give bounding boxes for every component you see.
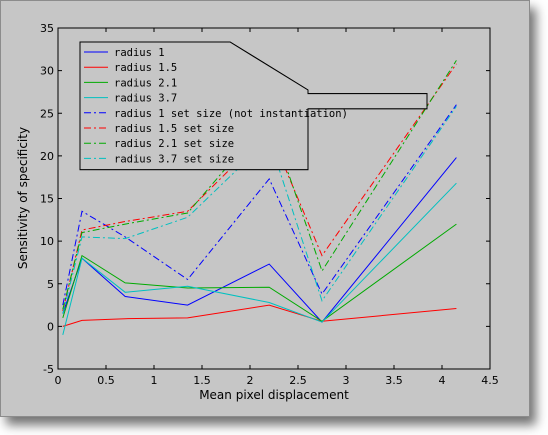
series-line-8 <box>62 106 457 314</box>
x-tick-label: 4 <box>439 374 446 387</box>
x-tick-label: 1 <box>151 374 158 387</box>
legend: radius 1 radius 1.5 radius 2.1 radius 3.7 ra… <box>79 41 428 171</box>
x-tick-label: 4.5 <box>481 374 499 387</box>
y-tick-label: 0 <box>47 320 54 333</box>
x-tick-label: 2.5 <box>289 374 307 387</box>
y-tick-label: -5 <box>43 363 54 376</box>
series-line-5 <box>62 104 457 306</box>
x-tick-label: 3.5 <box>385 374 403 387</box>
legend-background <box>79 41 428 171</box>
legend-label-8: radius 3.7 set size <box>114 153 234 165</box>
legend-label-3: radius 2.1 <box>114 77 177 89</box>
y-tick-label: 30 <box>40 65 54 78</box>
x-tick-label: 0 <box>55 374 62 387</box>
series-line-3 <box>62 223 457 322</box>
series-line-4 <box>62 182 457 336</box>
x-tick-label: 2 <box>247 374 254 387</box>
legend-label-2: radius 1.5 <box>114 62 177 74</box>
y-tick-label: 5 <box>47 278 54 291</box>
x-tick-label: 0.5 <box>97 374 115 387</box>
y-tick-label: 15 <box>40 193 54 206</box>
x-axis-label: Mean pixel displacement <box>199 388 349 402</box>
x-tick-label: 1.5 <box>193 374 211 387</box>
series-line-6 <box>62 63 457 312</box>
legend-label-5: radius 1 set size (not instantiation) <box>114 108 348 120</box>
x-tick-label: 3 <box>343 374 350 387</box>
legend-label-6: radius 1.5 set size <box>114 123 234 135</box>
y-tick-label: 35 <box>40 22 54 35</box>
series-line-7 <box>62 60 457 310</box>
y-tick-label: 10 <box>40 235 54 248</box>
legend-label-7: radius 2.1 set size <box>114 138 234 150</box>
y-tick-label: 20 <box>40 150 54 163</box>
legend-label-1: radius 1 <box>114 47 165 59</box>
y-axis-label: Sensitivity of specificity <box>16 127 30 269</box>
legend-label-4: radius 3.7 <box>114 93 177 105</box>
y-tick-label: 25 <box>40 107 54 120</box>
